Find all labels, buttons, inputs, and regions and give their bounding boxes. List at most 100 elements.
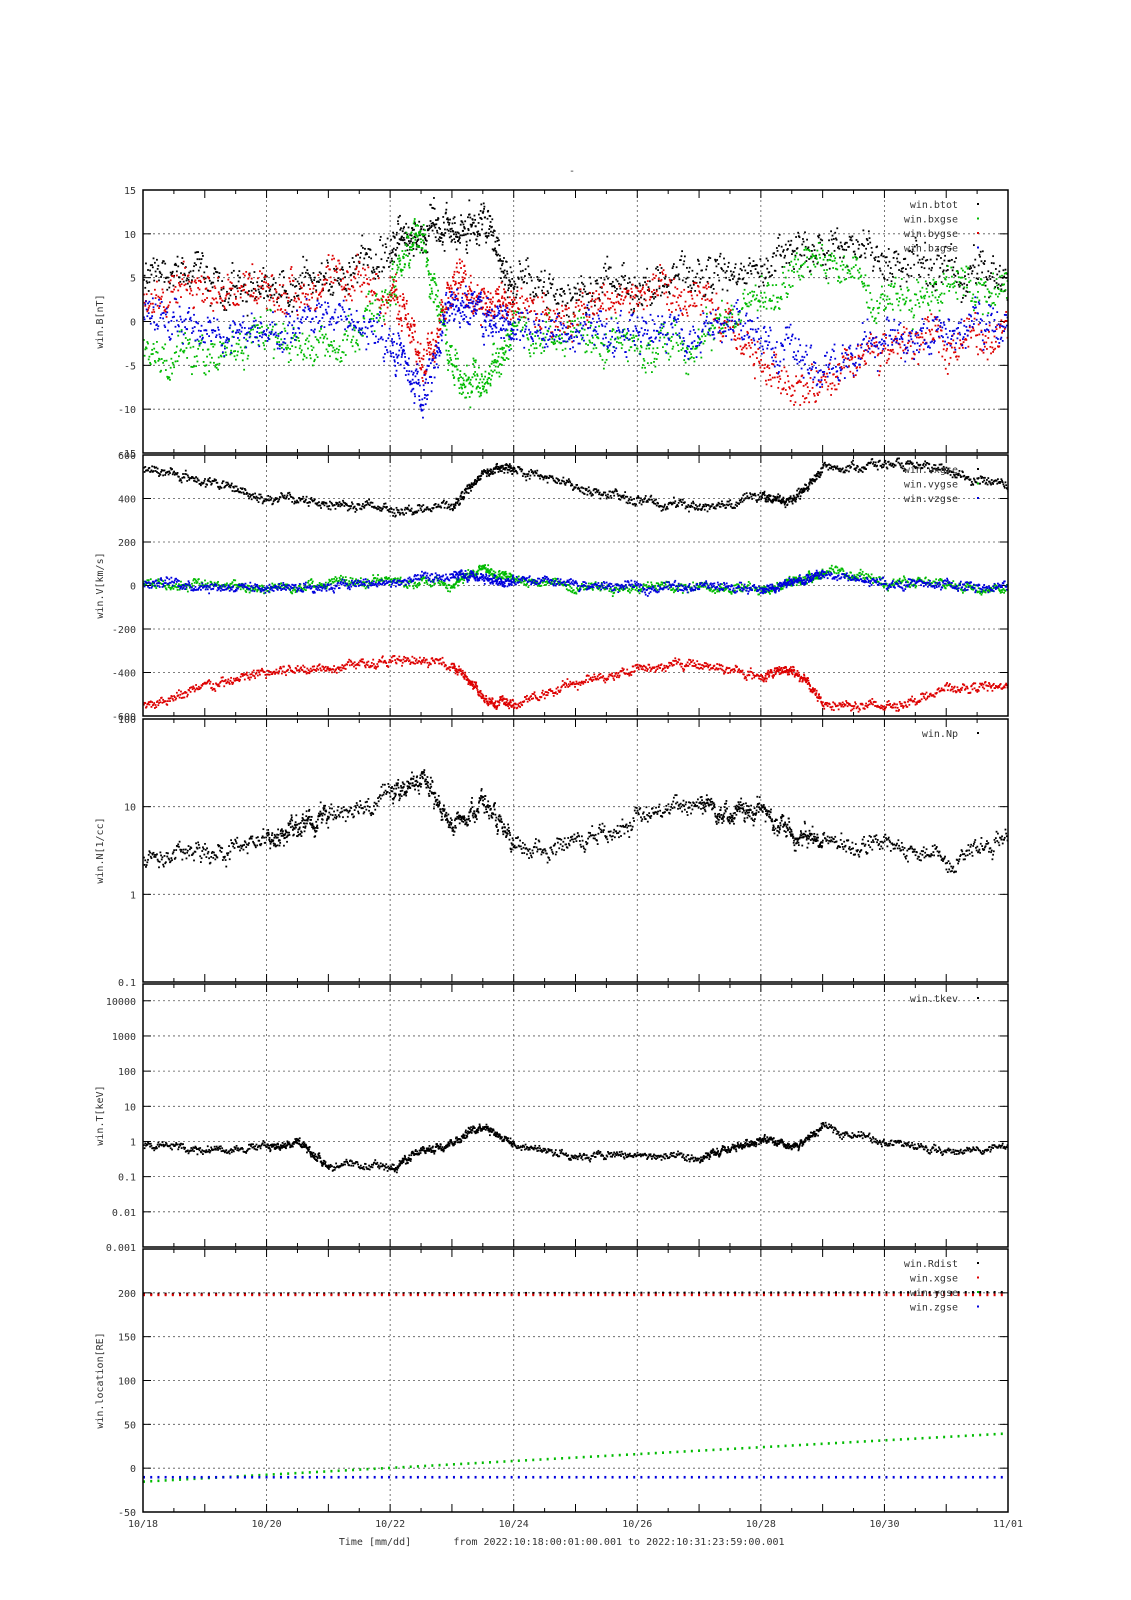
data-point: [293, 320, 296, 323]
data-point: [195, 293, 198, 296]
data-point: [285, 311, 288, 314]
data-point: [320, 290, 323, 293]
data-point: [170, 290, 173, 293]
data-point: [892, 256, 895, 259]
data-point: [714, 258, 716, 261]
data-point: [278, 343, 281, 346]
data-point: [794, 254, 797, 257]
data-point: [509, 266, 512, 269]
data-point: [314, 336, 317, 338]
data-point: [364, 253, 367, 256]
data-point: [824, 379, 826, 381]
data-point: [717, 263, 720, 265]
data-point: [456, 262, 458, 265]
data-point: [244, 291, 247, 294]
data-point: [411, 243, 414, 246]
data-point: [927, 304, 930, 306]
data-point: [440, 299, 443, 301]
data-point: [451, 312, 454, 315]
data-point: [462, 278, 465, 281]
data-point: [918, 305, 921, 308]
data-point: [193, 265, 195, 268]
data-point: [265, 290, 267, 293]
data-point: [842, 355, 845, 358]
data-point: [802, 238, 804, 240]
data-point: [645, 283, 648, 286]
data-point: [437, 305, 440, 308]
data-point: [450, 227, 453, 230]
data-point: [416, 351, 419, 354]
data-point: [662, 346, 664, 349]
data-point: [540, 270, 543, 273]
data-point: [158, 279, 160, 282]
data-point: [449, 218, 451, 221]
data-point: [340, 356, 342, 359]
data-point: [379, 316, 381, 319]
data-point: [886, 295, 889, 298]
data-point: [913, 353, 916, 356]
data-point: [979, 250, 982, 253]
data-point: [490, 314, 493, 317]
data-point: [284, 330, 287, 332]
data-point: [772, 294, 775, 297]
data-point: [609, 282, 611, 285]
data-point: [290, 336, 293, 339]
data-point: [291, 274, 294, 277]
data-point: [558, 312, 561, 314]
data-point: [256, 327, 259, 329]
data-point: [271, 328, 274, 331]
data-point: [430, 290, 433, 293]
data-point: [374, 341, 377, 344]
data-point: [905, 327, 908, 330]
data-point: [764, 379, 767, 382]
data-point: [173, 366, 176, 369]
data-point: [153, 360, 156, 362]
data-point: [452, 291, 455, 294]
data-point: [436, 346, 439, 349]
data-point: [867, 345, 870, 347]
data-point: [382, 296, 385, 298]
data-point: [285, 296, 288, 299]
data-point: [479, 210, 482, 212]
data-point: [964, 278, 967, 280]
data-point: [456, 231, 459, 234]
data-point: [274, 331, 277, 334]
data-point: [164, 326, 167, 328]
data-point: [767, 282, 769, 284]
data-point: [680, 349, 683, 351]
data-point: [972, 309, 975, 312]
data-point: [747, 332, 749, 335]
data-point: [543, 313, 546, 316]
data-point: [729, 279, 732, 282]
data-point: [903, 303, 906, 306]
data-point: [173, 263, 176, 266]
data-point: [488, 373, 491, 376]
data-point: [515, 325, 517, 328]
data-point: [690, 287, 693, 290]
data-point: [147, 269, 149, 271]
data-point: [594, 304, 596, 307]
data-point: [464, 270, 467, 272]
data-point: [338, 262, 341, 265]
data-point: [692, 304, 695, 307]
data-point: [412, 254, 415, 257]
data-point: [464, 306, 467, 309]
data-point: [536, 313, 539, 315]
data-point: [305, 339, 307, 342]
data-point: [929, 333, 932, 336]
data-point: [466, 232, 469, 235]
data-point: [524, 275, 526, 277]
data-point: [396, 242, 399, 244]
data-point: [506, 272, 509, 275]
data-point: [652, 293, 655, 296]
data-point: [202, 255, 204, 257]
data-point: [276, 308, 279, 311]
data-point: [234, 285, 237, 288]
data-point: [707, 282, 710, 285]
data-point: [1003, 272, 1006, 275]
data-point: [375, 253, 377, 256]
data-point: [225, 309, 228, 312]
data-point: [514, 310, 517, 313]
data-point: [927, 320, 930, 323]
data-point: [508, 334, 511, 337]
